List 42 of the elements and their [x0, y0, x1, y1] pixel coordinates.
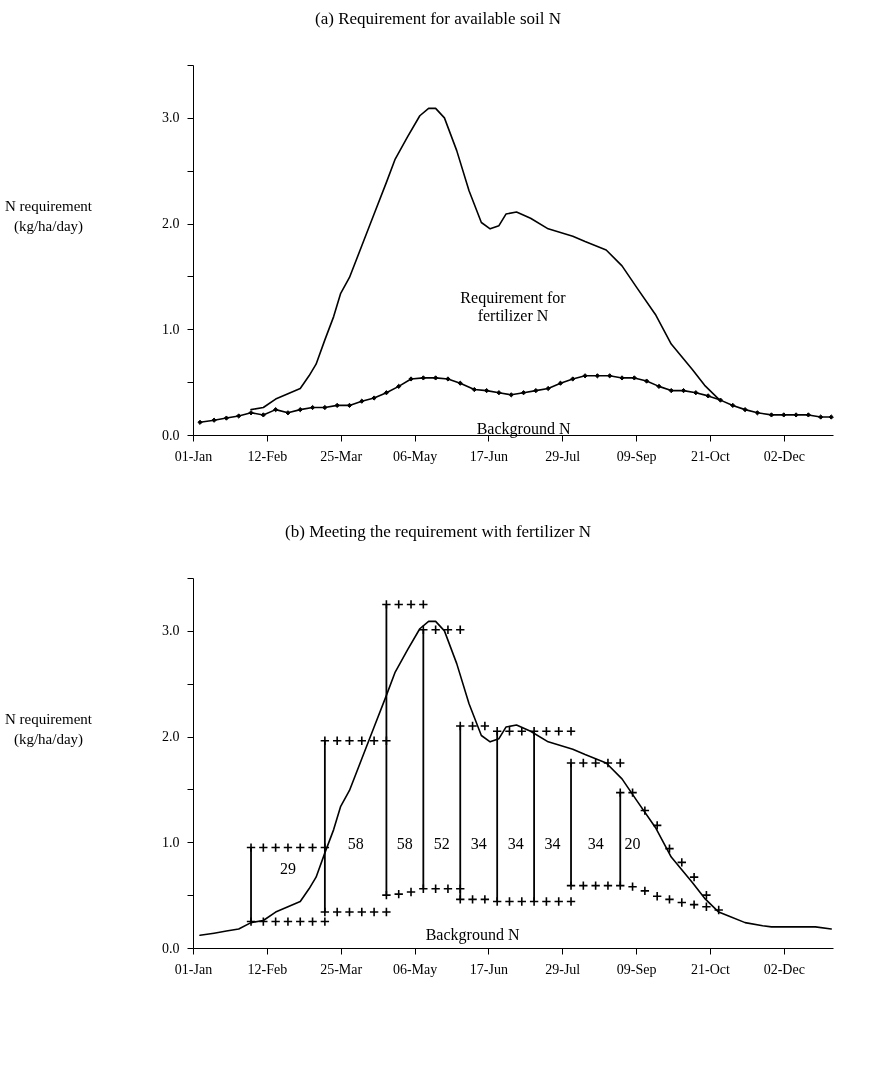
x-tick-label: 06-May [392, 448, 438, 464]
y-axis-title: N requirement (kg/ha/day) [4, 710, 93, 748]
x-tick-label: 21-Oct [690, 961, 730, 977]
series-label: Background N [425, 926, 520, 945]
annotation: 20 [624, 835, 641, 853]
annotation: Requirement for fertilizer N [460, 289, 567, 325]
x-tick-label: 21-Oct [690, 448, 730, 464]
series-label: Background N [476, 419, 571, 438]
y-tick-label: 2.0 [162, 729, 180, 745]
annotation: 58 [396, 835, 413, 853]
annotation: 29 [279, 859, 296, 877]
x-tick-label: 25-Mar [320, 448, 363, 464]
x-tick-label: 17-Jun [469, 961, 508, 977]
annotation: 34 [507, 835, 524, 853]
y-axis-title: N requirement (kg/ha/day) [4, 197, 93, 235]
x-tick-label: 01-Jan [174, 448, 213, 464]
x-tick-label: 12-Feb [247, 448, 288, 464]
y-tick-label: 3.0 [162, 623, 180, 639]
annotation: 58 [347, 835, 364, 853]
y-tick-label: 1.0 [162, 321, 180, 337]
y-tick-label: 3.0 [162, 110, 180, 126]
x-tick-label: 02-Dec [763, 448, 805, 464]
x-tick-label: 06-May [392, 961, 438, 977]
x-tick-label: 01-Jan [174, 961, 213, 977]
x-tick-label: 02-Dec [763, 961, 805, 977]
x-tick-label: 29-Jul [545, 448, 581, 464]
chart-title: (b) Meeting the requirement with fertilizer N [285, 522, 591, 541]
annotation: 34 [470, 835, 487, 853]
x-tick-label: 29-Jul [545, 961, 581, 977]
chart-title: (a) Requirement for available soil N [315, 9, 561, 28]
annotation: 52 [433, 835, 450, 853]
x-tick-label: 12-Feb [247, 961, 288, 977]
annotation: 34 [544, 835, 561, 853]
x-tick-label: 25-Mar [320, 961, 363, 977]
y-tick-label: 0.0 [162, 940, 180, 956]
annotation: 34 [587, 835, 604, 853]
y-tick-label: 2.0 [162, 216, 180, 232]
x-tick-label: 09-Sep [616, 961, 657, 977]
y-tick-label: 1.0 [162, 834, 180, 850]
y-tick-label: 0.0 [162, 427, 180, 443]
x-tick-label: 09-Sep [616, 448, 657, 464]
x-tick-label: 17-Jun [469, 448, 508, 464]
